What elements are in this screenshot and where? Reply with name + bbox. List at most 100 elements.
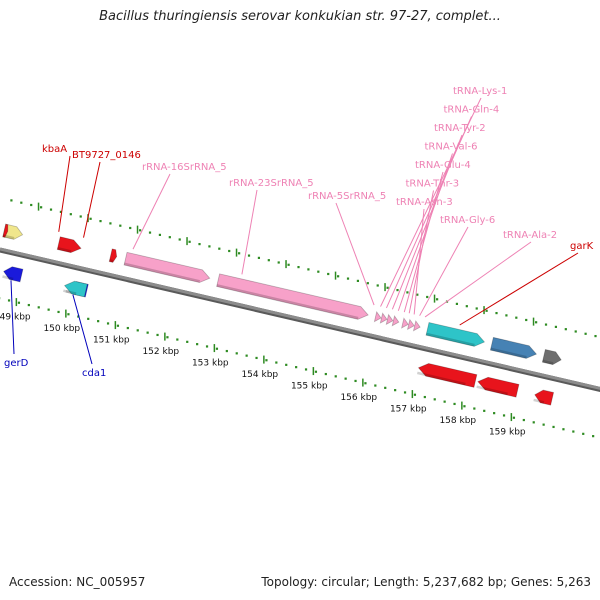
gene-shade [109, 259, 114, 263]
outer-minor-tick [257, 256, 261, 259]
label-leader [459, 252, 579, 326]
outer-minor-tick [515, 316, 518, 319]
inner-minor-tick [47, 308, 50, 311]
inner-minor-tick [126, 326, 129, 330]
outer-minor-tick [535, 321, 538, 324]
inner-minor-tick [37, 306, 40, 309]
outer-minor-tick [366, 282, 369, 285]
feature-label: tRNA-Thr-3 [406, 179, 460, 190]
outer-minor-tick [297, 265, 300, 269]
trna-arrow [406, 318, 415, 331]
outer-minor-tick [416, 293, 419, 296]
outer-minor-tick [109, 222, 112, 225]
inner-minor-tick [77, 315, 80, 318]
trna-feature [385, 313, 394, 326]
inner-minor-tick [27, 303, 30, 307]
inner-tick-track [0, 297, 595, 438]
gene-shade [2, 234, 6, 238]
outer-minor-tick [277, 261, 280, 264]
gene-arrow [108, 248, 118, 263]
inner-minor-tick [403, 391, 407, 394]
feature-label: tRNA-Lys-1 [453, 86, 507, 97]
scale-tick-label: 151 kbp [93, 336, 130, 346]
rrna-arrow [123, 251, 211, 283]
trna-arrow [412, 319, 421, 332]
gene-arrow [541, 349, 562, 366]
gene-feature [476, 376, 520, 398]
inner-minor-tick [205, 345, 209, 348]
inner-minor-tick [106, 322, 110, 325]
inner-minor-tick [196, 343, 199, 346]
inner-minor-tick [57, 310, 60, 314]
map-title: Bacillus thuringiensis serovar konkukian… [99, 9, 501, 24]
outer-minor-tick [20, 201, 23, 204]
label-leader [241, 189, 258, 275]
scale-tick-label: 154 kbp [241, 370, 278, 380]
inner-minor-tick [463, 405, 466, 408]
gene-shade [417, 371, 466, 386]
inner-minor-tick [136, 329, 139, 332]
gene-feature [2, 223, 9, 238]
inner-minor-tick [295, 366, 298, 369]
trna-feature [406, 318, 415, 331]
feature-label: gerD [4, 358, 29, 369]
outer-minor-tick [158, 233, 162, 236]
outer-minor-tick [59, 210, 63, 213]
outer-minor-tick [228, 249, 231, 253]
trna-feature [373, 310, 382, 323]
outer-minor-tick [317, 270, 320, 273]
gene-shade [490, 347, 527, 359]
scale-tick-label: 150 kbp [43, 324, 80, 334]
outer-minor-tick [40, 206, 43, 209]
outer-minor-tick [505, 314, 508, 317]
backbone-line [0, 247, 600, 390]
inner-minor-tick [245, 354, 248, 357]
scale-labels: 149 kbp 150 kbp 151 kbp 152 kbp 153 kbp 154 k… [0, 313, 526, 438]
gene-arrow [3, 266, 24, 283]
outer-minor-tick [307, 268, 310, 271]
outer-minor-tick [574, 330, 577, 333]
gene-shade [476, 385, 508, 396]
gene-shade [2, 275, 14, 281]
outer-minor-tick [247, 254, 251, 257]
inner-minor-tick [532, 421, 535, 424]
feature-label: tRNA-Tyr-2 [434, 123, 486, 134]
inner-minor-tick [364, 382, 367, 385]
outer-minor-tick [495, 311, 498, 315]
inner-minor-tick [166, 336, 169, 339]
outer-minor-tick [337, 275, 340, 278]
feature-labels: kbaA BT9727_0146rRNA-16SrRNA_5rRNA-23SrRN… [4, 86, 594, 379]
inner-minor-tick [572, 430, 575, 433]
inner-minor-tick [522, 418, 525, 422]
inner-minor-tick [156, 333, 159, 337]
feature-label: tRNA-Glu-4 [415, 160, 471, 171]
outer-minor-tick [198, 242, 201, 246]
inner-minor-tick [384, 386, 387, 389]
outer-minor-tick [89, 217, 92, 220]
gene-feature [417, 363, 478, 388]
outer-minor-tick [376, 284, 379, 287]
feature-label: tRNA-Ala-2 [503, 230, 557, 241]
scale-tick-label: 158 kbp [439, 416, 476, 426]
inner-minor-tick [374, 384, 377, 387]
trna-feature [391, 315, 400, 327]
outer-minor-tick [287, 263, 290, 266]
inner-minor-tick [7, 299, 11, 302]
inner-minor-tick [275, 361, 278, 364]
backbone [0, 247, 600, 392]
inner-minor-tick [255, 356, 258, 360]
label-leader [72, 294, 93, 365]
gene-feature [541, 349, 562, 366]
gene-feature [63, 280, 88, 298]
outer-minor-tick [10, 199, 13, 202]
inner-minor-tick [225, 349, 228, 353]
label-leader [10, 280, 15, 355]
scale-tick-label: 149 kbp [0, 313, 31, 323]
inner-minor-tick [394, 389, 397, 392]
label-leader [424, 241, 532, 318]
inner-minor-tick [324, 372, 327, 376]
outer-minor-tick [30, 203, 33, 207]
trna-arrow [373, 310, 382, 323]
outer-minor-tick [346, 277, 350, 280]
outer-minor-tick [129, 226, 132, 230]
